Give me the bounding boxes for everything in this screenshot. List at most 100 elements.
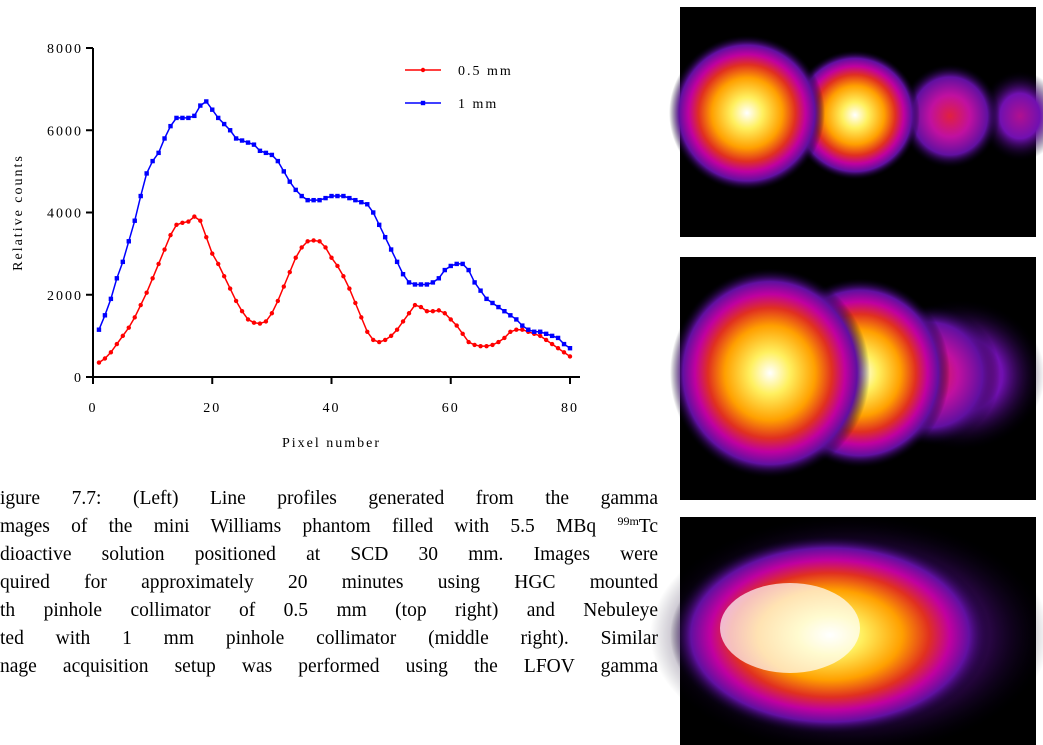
x-axis-label: Pixel number	[282, 436, 381, 451]
data-point	[526, 327, 531, 332]
data-point	[210, 251, 215, 256]
data-point	[269, 152, 275, 158]
data-point	[341, 193, 346, 199]
data-point	[227, 128, 233, 133]
data-point	[317, 197, 322, 203]
data-point	[532, 329, 537, 334]
y-tick-label: 0	[74, 371, 83, 386]
data-point	[120, 259, 126, 265]
data-point	[275, 298, 281, 304]
data-point	[335, 193, 340, 199]
data-point	[138, 302, 143, 308]
data-point	[335, 263, 340, 269]
data-point	[329, 255, 334, 260]
caption-line: mages of the mini Williams phantom fille…	[0, 513, 658, 541]
data-point	[406, 280, 412, 285]
data-point	[216, 115, 221, 121]
data-point	[365, 202, 370, 207]
data-point	[192, 113, 197, 119]
data-point	[108, 350, 114, 355]
data-point	[353, 300, 358, 306]
data-point	[198, 103, 203, 108]
y-axis-label: Relative counts	[11, 154, 26, 271]
data-point	[138, 193, 143, 199]
image-top	[669, 7, 1043, 237]
data-point	[490, 342, 495, 348]
data-point	[162, 136, 167, 141]
data-point	[263, 150, 269, 156]
data-point	[96, 360, 102, 365]
data-point	[508, 329, 513, 334]
data-point	[245, 140, 251, 145]
data-point	[460, 331, 465, 337]
data-point	[174, 222, 179, 228]
data-point	[347, 195, 352, 201]
data-point	[299, 193, 304, 199]
data-point	[502, 309, 507, 314]
data-point	[180, 115, 185, 121]
data-point	[514, 327, 519, 332]
data-point	[436, 276, 442, 281]
data-point	[371, 210, 376, 215]
data-point	[186, 115, 191, 121]
y-tick-label: 4000	[47, 207, 83, 222]
data-point	[108, 296, 114, 302]
data-point	[126, 239, 131, 244]
data-point	[114, 276, 120, 281]
data-point	[490, 300, 495, 306]
data-point	[162, 247, 167, 252]
data-point	[233, 298, 239, 304]
data-point	[484, 296, 489, 302]
y-tick-label: 8000	[47, 42, 83, 57]
data-point	[168, 123, 173, 129]
data-point	[478, 343, 483, 349]
data-point	[394, 259, 400, 265]
legend-marker	[420, 100, 426, 106]
caption-text: mages of the mini Williams phantom fille…	[0, 516, 618, 537]
data-point	[537, 329, 543, 334]
data-point	[341, 274, 346, 279]
data-point	[520, 323, 525, 328]
data-point	[305, 239, 310, 244]
image-bottom	[650, 515, 1043, 745]
data-point	[549, 341, 555, 347]
data-point	[245, 317, 251, 322]
x-tick-label: 40	[323, 401, 341, 416]
caption-line: dioactive solution positioned at SCD 30 …	[0, 544, 658, 565]
data-point	[257, 321, 263, 326]
data-point	[424, 309, 430, 314]
data-point	[210, 107, 215, 112]
data-point	[472, 280, 477, 285]
caption-line: ted with 1 mm pinhole collimator (middle…	[0, 628, 658, 649]
data-point	[216, 261, 221, 267]
data-point	[281, 284, 286, 289]
data-point	[281, 169, 286, 174]
data-point	[418, 304, 424, 310]
data-point	[555, 335, 561, 341]
legend-label: 0.5 mm	[458, 64, 513, 79]
data-point	[353, 197, 358, 203]
data-point	[251, 142, 257, 147]
caption-line: igure 7.7: (Left) Line profiles generate…	[0, 488, 658, 509]
data-point	[150, 276, 155, 281]
data-point	[126, 325, 131, 330]
data-point	[132, 315, 137, 320]
data-point	[412, 302, 418, 308]
data-point	[293, 255, 298, 260]
data-point	[168, 232, 173, 238]
caption-line: th pinhole collimator of 0.5 mm (top rig…	[0, 600, 658, 621]
data-point	[472, 342, 477, 348]
data-point	[400, 271, 406, 277]
data-point	[144, 290, 149, 295]
data-point	[430, 280, 436, 285]
data-point	[496, 304, 501, 310]
data-point	[144, 171, 149, 176]
caption-line: nage acquisition setup was performed usi…	[0, 656, 658, 677]
data-point	[299, 245, 304, 250]
data-point	[120, 333, 126, 339]
y-tick-label: 6000	[47, 124, 83, 139]
data-point	[508, 313, 513, 318]
data-point	[543, 337, 549, 343]
data-point	[239, 309, 245, 314]
data-point	[293, 187, 298, 193]
